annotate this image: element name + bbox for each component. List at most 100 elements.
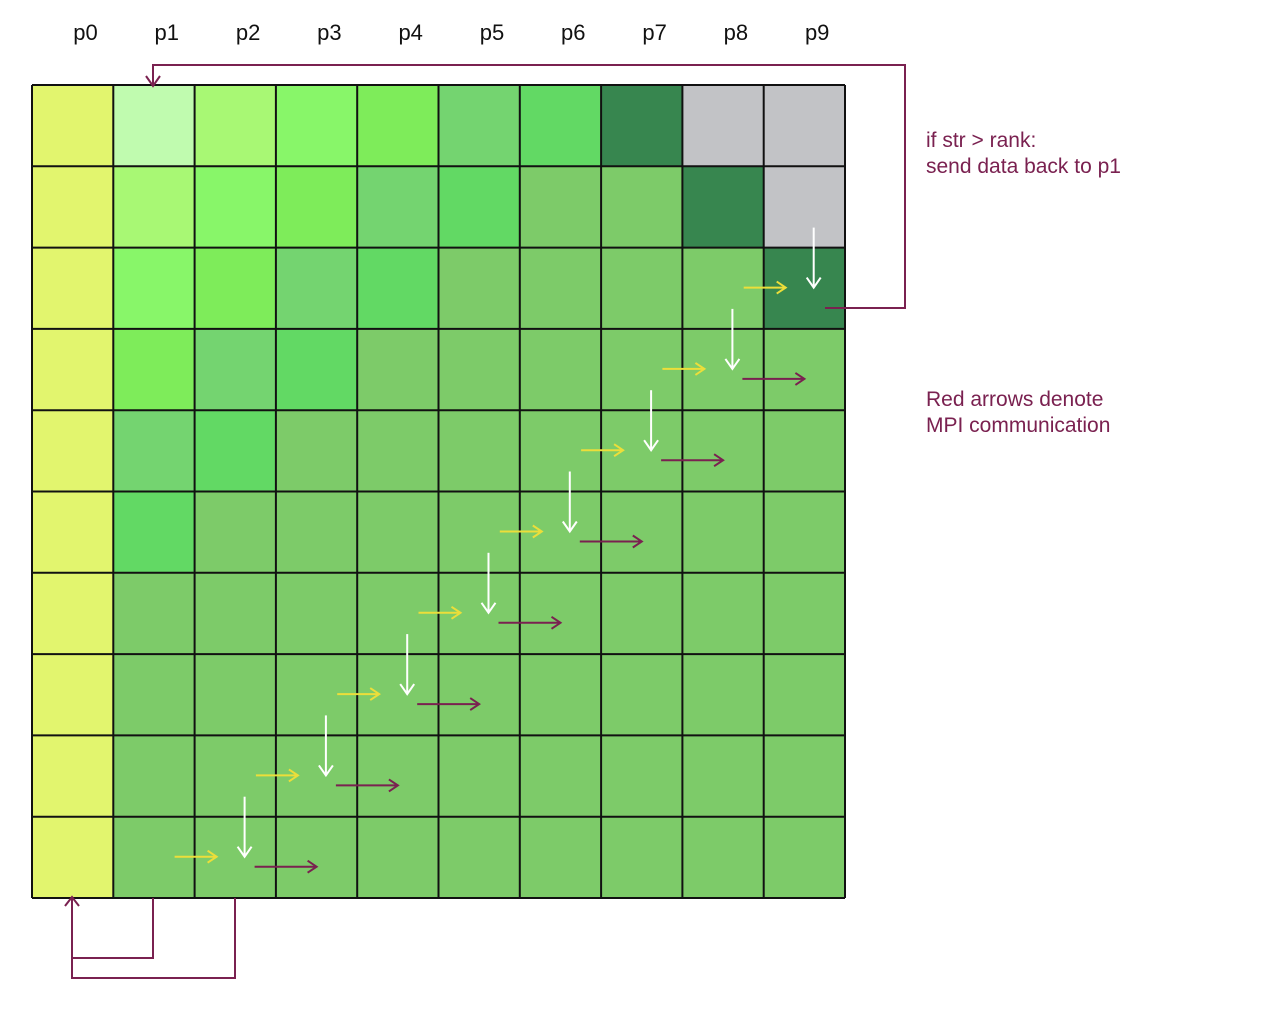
cell-r1-c9 (763, 166, 845, 248)
cell-r7-c7 (601, 654, 683, 736)
mpi-arrowhead-r9 (307, 859, 319, 874)
column-label-p5: p5 (479, 20, 505, 45)
condition-note-line2: send data back to p1 (926, 155, 1121, 178)
cell-r8-c0 (32, 735, 114, 817)
down-arrowhead-r8 (318, 764, 334, 778)
cell-r0-c2 (194, 85, 276, 167)
local-arrowhead-r6 (450, 605, 463, 620)
cell-r3-c9 (763, 328, 845, 411)
cell-r2-c7 (601, 247, 683, 329)
column-label-p3: p3 (317, 20, 342, 45)
cell-r8-c8 (682, 735, 764, 817)
arrows-layer (64, 64, 906, 979)
cell-r0-c1 (113, 85, 195, 167)
cell-r6-c7 (601, 572, 683, 655)
cell-r1-c3 (275, 166, 358, 248)
cell-r7-c9 (763, 654, 845, 736)
down-arrowhead-r2 (805, 277, 822, 290)
cell-r7-c5 (438, 654, 520, 736)
mpi-arrowhead-r6 (550, 615, 563, 630)
legend-note-line1: Red arrows denote (926, 388, 1104, 411)
cell-r6-c1 (113, 572, 195, 655)
cell-r4-c5 (438, 410, 520, 492)
cell-r9-c7 (601, 816, 683, 898)
column-label-p1: p1 (154, 20, 180, 45)
cell-r1-c2 (194, 166, 276, 248)
local-arrowhead-r9 (207, 849, 219, 864)
cell-r8-c4 (357, 735, 439, 817)
cell-r9-c0 (32, 816, 114, 898)
cell-r6-c0 (32, 572, 114, 655)
cell-r0-c9 (763, 85, 845, 167)
return-to-p1-arrow (152, 64, 906, 309)
return-to-p1-arrowhead (145, 75, 161, 88)
cell-r7-c1 (113, 654, 195, 736)
cell-r5-c7 (601, 491, 683, 573)
cell-r7-c2 (194, 654, 276, 736)
cell-r1-c7 (601, 166, 683, 248)
down-arrowhead-r9 (236, 846, 253, 859)
cell-r4-c2 (194, 410, 276, 492)
cell-r9-c6 (519, 816, 602, 898)
cell-r5-c9 (763, 491, 845, 573)
cell-r0-c7 (601, 85, 683, 167)
cell-r2-c6 (519, 247, 602, 329)
cell-r9-c5 (438, 816, 520, 898)
local-arrowhead-r4 (613, 443, 625, 458)
condition-note: if str > rank: send data back to p1 (926, 128, 1121, 180)
cell-r1-c6 (519, 166, 602, 248)
cell-r3-c3 (275, 328, 358, 411)
down-arrowhead-r4 (643, 439, 659, 452)
cell-r9-c9 (763, 816, 845, 898)
column-label-p7: p7 (642, 20, 667, 45)
p1-to-p0-arrow (71, 898, 154, 959)
cell-r2-c0 (32, 247, 114, 329)
cell-r0-c8 (682, 85, 764, 167)
legend-note: Red arrows denote MPI communication (926, 387, 1110, 439)
cell-r6-c3 (275, 572, 358, 655)
column-label-p8: p8 (723, 20, 749, 45)
local-arrowhead-r8 (288, 768, 300, 783)
p2-to-p0-arrow (71, 898, 236, 979)
mpi-arrowhead-r5 (632, 534, 644, 549)
cell-r9-c4 (357, 816, 439, 898)
cell-r3-c1 (113, 328, 195, 411)
cell-r6-c8 (682, 572, 764, 655)
down-arrowhead-r6 (480, 602, 497, 615)
cell-r8-c6 (519, 735, 602, 817)
down-arrowhead-r5 (561, 520, 578, 534)
column-label-p6: p6 (561, 20, 586, 45)
cell-r8-c5 (438, 735, 520, 817)
cell-r0-c6 (519, 85, 602, 167)
mpi-arrowhead-r7 (469, 697, 482, 711)
column-label-p0: p0 (73, 20, 98, 45)
column-label-p4: p4 (398, 20, 423, 45)
cell-r8-c9 (763, 735, 845, 817)
cell-r7-c0 (32, 654, 114, 736)
local-arrowhead-r3 (694, 362, 707, 376)
cell-r9-c8 (682, 816, 764, 898)
grid-lines (31, 84, 846, 899)
cell-r4-c1 (113, 410, 195, 492)
cell-r2-c2 (194, 247, 276, 329)
down-arrowhead-r3 (724, 358, 741, 371)
cell-r0-c4 (357, 85, 439, 167)
condition-note-line1: if str > rank: (926, 129, 1037, 152)
cell-r5-c8 (682, 491, 764, 573)
cell-r1-c4 (357, 166, 439, 248)
cell-r3-c2 (194, 328, 276, 411)
cell-r0-c5 (438, 85, 520, 167)
cell-r6-c2 (194, 572, 276, 655)
cell-r2-c5 (438, 247, 520, 329)
to-p0-arrowhead (64, 895, 80, 907)
cell-r0-c3 (275, 85, 358, 167)
local-arrowhead-r2 (776, 280, 788, 295)
column-label-p9: p9 (804, 20, 830, 45)
legend-note-line2: MPI communication (926, 414, 1111, 437)
local-arrowhead-r5 (532, 524, 544, 539)
cell-r5-c1 (113, 491, 195, 573)
cell-r4-c4 (357, 410, 439, 492)
cell-r3-c6 (519, 328, 602, 411)
cell-r1-c0 (32, 166, 114, 248)
